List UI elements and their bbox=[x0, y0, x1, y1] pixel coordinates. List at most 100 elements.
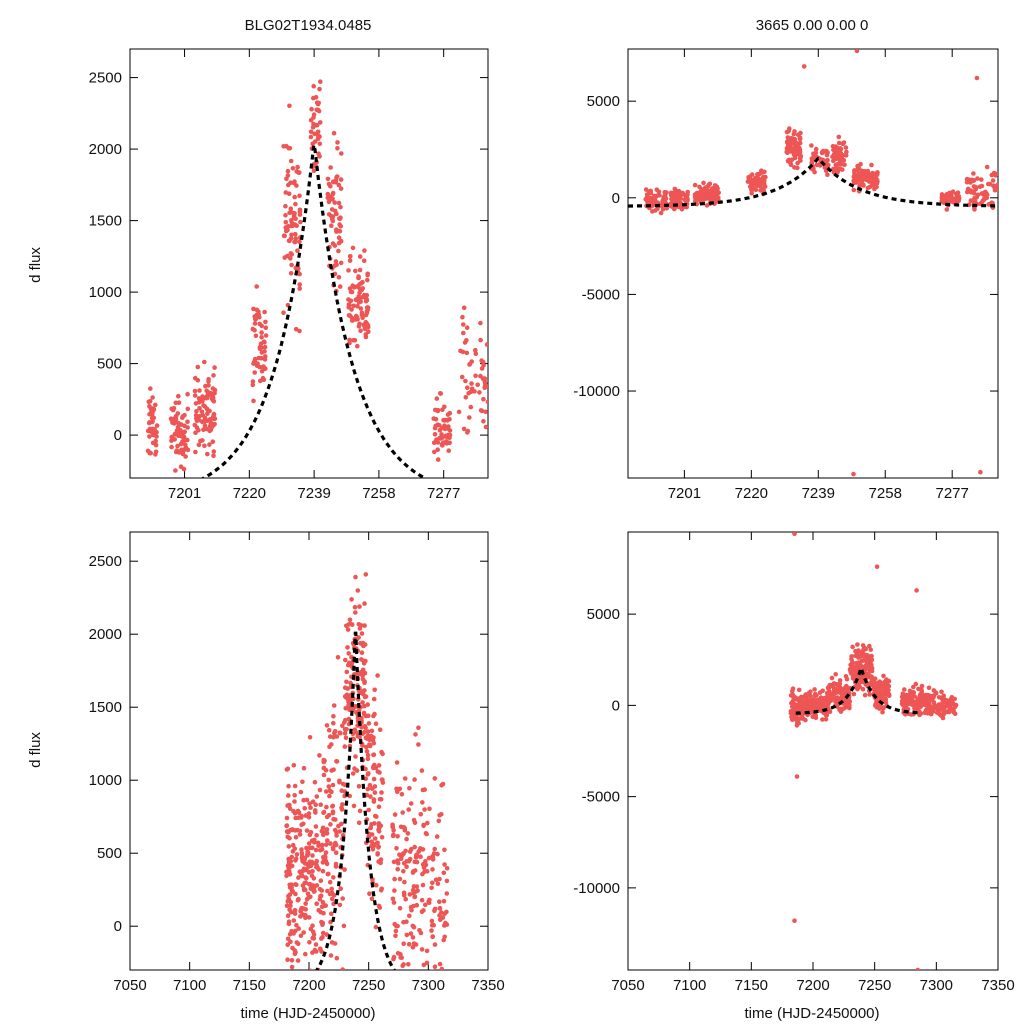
data-point bbox=[438, 391, 443, 396]
data-point bbox=[317, 753, 322, 758]
data-point bbox=[338, 730, 343, 736]
data-point bbox=[331, 817, 336, 822]
data-point bbox=[437, 906, 443, 911]
data-point bbox=[439, 812, 444, 817]
data-point bbox=[847, 699, 853, 704]
data-point bbox=[211, 412, 217, 418]
data-point bbox=[352, 766, 357, 771]
data-point bbox=[297, 282, 303, 287]
data-point bbox=[318, 120, 323, 125]
data-point bbox=[262, 357, 268, 362]
data-point bbox=[375, 769, 381, 774]
data-point bbox=[460, 349, 466, 355]
x-tick-label: 7250 bbox=[858, 977, 891, 994]
data-point bbox=[357, 267, 363, 273]
data-point bbox=[311, 936, 317, 941]
data-point bbox=[286, 921, 292, 927]
data-point bbox=[442, 423, 447, 429]
data-point bbox=[359, 287, 365, 292]
data-point bbox=[314, 833, 319, 838]
data-point bbox=[979, 177, 984, 182]
x-tick-label: 7300 bbox=[412, 977, 445, 994]
data-point bbox=[212, 365, 217, 370]
data-point bbox=[473, 351, 479, 357]
data-point bbox=[146, 399, 152, 405]
data-point bbox=[869, 657, 875, 663]
data-point bbox=[786, 145, 792, 151]
data-point bbox=[321, 910, 326, 916]
data-point bbox=[303, 912, 308, 918]
data-point bbox=[401, 851, 406, 857]
data-point bbox=[840, 693, 846, 698]
data-point bbox=[284, 815, 290, 821]
data-point bbox=[444, 878, 450, 884]
data-point bbox=[444, 866, 450, 871]
data-point bbox=[334, 829, 339, 835]
data-point bbox=[302, 806, 308, 811]
data-point bbox=[406, 962, 411, 967]
data-point bbox=[350, 245, 356, 251]
data-point bbox=[830, 694, 836, 699]
data-point bbox=[374, 882, 379, 888]
data-point bbox=[182, 429, 187, 435]
data-point bbox=[334, 734, 340, 739]
data-point bbox=[293, 835, 299, 840]
data-point bbox=[375, 852, 380, 857]
data-point bbox=[482, 376, 488, 381]
data-point bbox=[193, 401, 199, 406]
data-point bbox=[411, 884, 417, 889]
data-point bbox=[413, 732, 418, 737]
data-points bbox=[643, 49, 998, 477]
data-point bbox=[206, 390, 211, 395]
data-point bbox=[203, 395, 208, 401]
data-point bbox=[833, 166, 839, 171]
data-point bbox=[420, 871, 425, 877]
data-point bbox=[406, 942, 412, 947]
data-point bbox=[483, 424, 488, 430]
data-point bbox=[361, 258, 367, 264]
data-point bbox=[838, 151, 844, 156]
data-point bbox=[369, 728, 375, 734]
data-point bbox=[926, 685, 932, 691]
data-point bbox=[412, 777, 417, 782]
data-point bbox=[369, 832, 375, 837]
data-point bbox=[154, 429, 159, 435]
outlier-point bbox=[974, 75, 980, 81]
data-point bbox=[298, 933, 304, 938]
data-point bbox=[812, 687, 817, 692]
data-point bbox=[317, 886, 323, 892]
data-point bbox=[707, 194, 713, 199]
data-point bbox=[873, 184, 878, 189]
data-point bbox=[202, 359, 207, 365]
data-point bbox=[199, 409, 205, 415]
data-point bbox=[403, 1008, 408, 1013]
data-point bbox=[943, 704, 948, 709]
data-point bbox=[872, 676, 878, 681]
data-point bbox=[291, 808, 296, 814]
data-point bbox=[412, 820, 418, 825]
data-point bbox=[401, 868, 406, 874]
data-point bbox=[466, 391, 471, 396]
data-point bbox=[332, 200, 338, 205]
data-point bbox=[415, 888, 420, 893]
y-tick-label: 2000 bbox=[89, 626, 122, 643]
data-point bbox=[297, 286, 303, 291]
data-point bbox=[380, 751, 385, 757]
data-point bbox=[303, 901, 309, 906]
data-point bbox=[869, 183, 875, 188]
data-point bbox=[154, 434, 159, 439]
data-point bbox=[297, 832, 303, 837]
data-point bbox=[262, 309, 267, 315]
data-point bbox=[154, 423, 160, 428]
data-point bbox=[760, 174, 766, 180]
data-point bbox=[317, 86, 322, 92]
data-point bbox=[320, 930, 326, 936]
data-point bbox=[308, 134, 314, 140]
data-point bbox=[372, 790, 378, 795]
data-point bbox=[407, 785, 412, 791]
data-point bbox=[365, 752, 371, 758]
data-point bbox=[325, 838, 330, 843]
data-point bbox=[400, 810, 406, 815]
data-point bbox=[288, 251, 294, 256]
data-point bbox=[307, 882, 312, 887]
